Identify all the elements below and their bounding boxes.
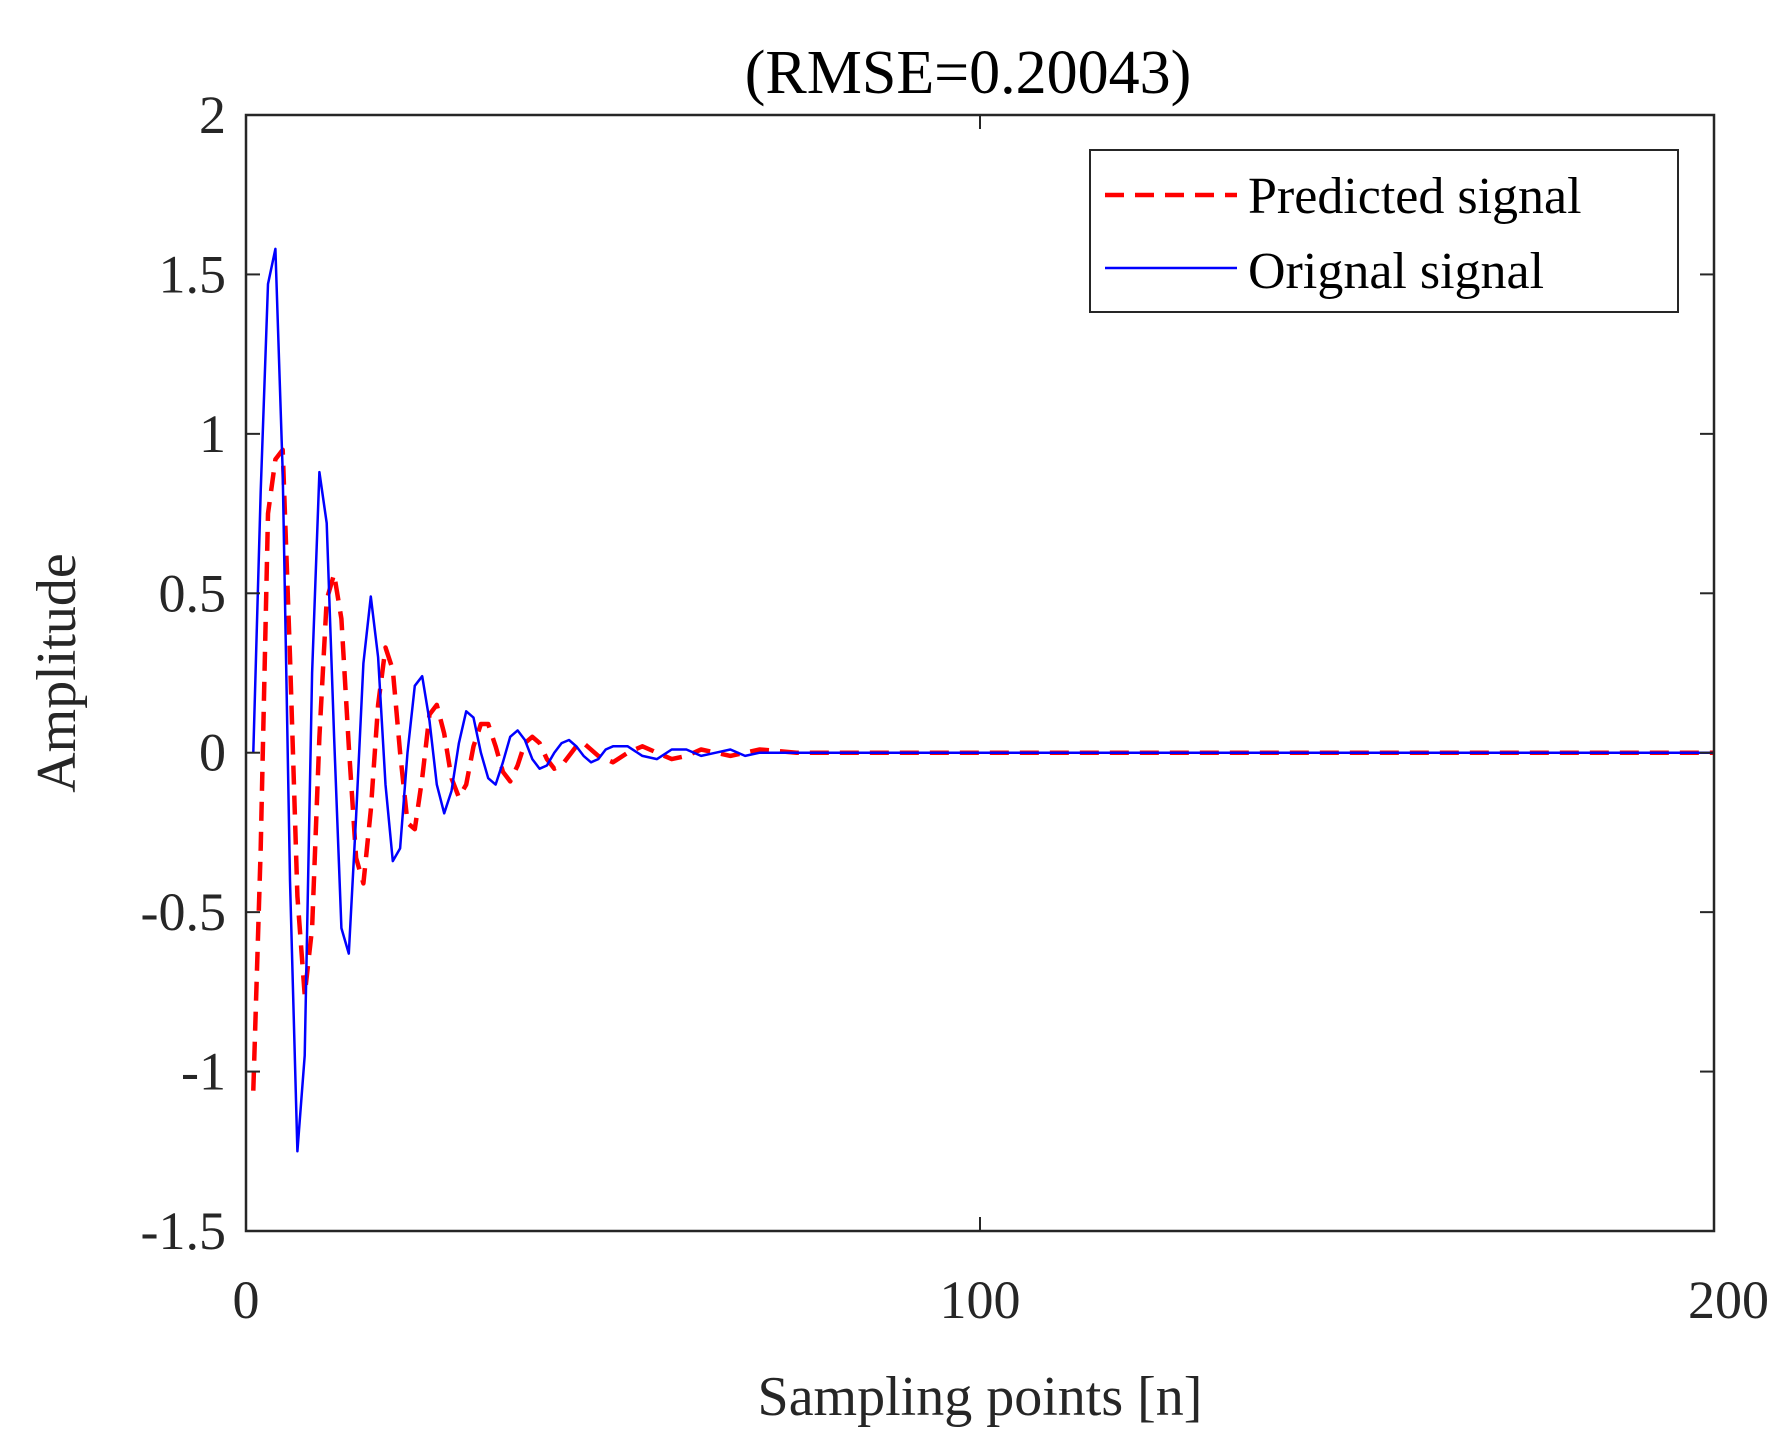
y-tick-label: 2 [199,85,226,145]
legend-box [1089,149,1679,313]
y-axis-label: Amplitude [26,553,88,793]
y-tick-label: -1 [181,1042,226,1102]
x-tick-label: 100 [940,1270,1021,1330]
series-line-predicted [251,447,1714,1091]
x-axis-label: Sampling points [n] [758,1366,1203,1428]
legend-original-label: Orignal signal [1248,243,1544,300]
x-tick-label: 200 [1688,1270,1769,1330]
axis-ticks: -1.5 -1 -0.5 0 0.5 1 1.5 2 0 100 200 [141,85,1769,1330]
plot-lines [251,247,1714,1153]
y-tick-label: 1.5 [159,244,227,304]
y-tick-label: 0.5 [159,563,227,623]
y-tick-label: 0 [199,723,226,783]
x-tick-label: 0 [233,1270,260,1330]
series-line-original [252,247,1714,1153]
y-tick-label: 1 [199,404,226,464]
y-tick-label: -0.5 [141,882,226,942]
y-tick-label: -1.5 [141,1201,226,1261]
chart-title: (RMSE=0.20043) [745,39,1192,107]
legend-predicted-label: Predicted signal [1248,168,1582,225]
legend: Predicted signal Orignal signal [1089,149,1679,313]
